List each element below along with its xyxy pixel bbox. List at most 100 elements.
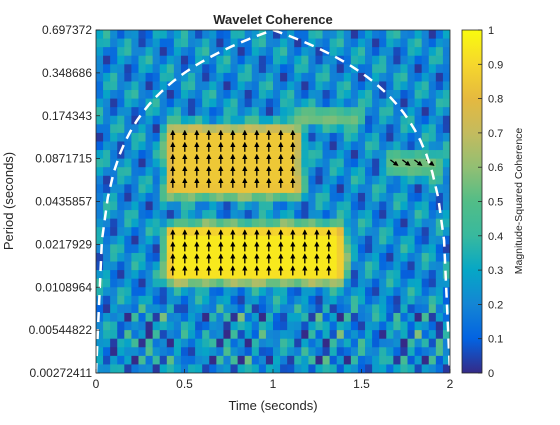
heatmap-cell xyxy=(237,64,246,74)
heatmap-cell xyxy=(202,287,210,297)
heatmap-cell xyxy=(414,287,423,297)
heatmap-cell xyxy=(117,244,125,254)
heatmap-cell xyxy=(301,124,309,134)
heatmap-cell xyxy=(103,47,111,57)
heatmap-cell xyxy=(96,270,104,280)
heatmap-cell xyxy=(152,364,161,373)
heatmap-cell xyxy=(131,201,139,211)
heatmap-cell xyxy=(386,235,394,245)
heatmap-cell xyxy=(173,227,182,237)
heatmap-cell xyxy=(124,312,132,322)
heatmap-cell xyxy=(202,338,210,348)
heatmap-cell xyxy=(188,64,196,74)
heatmap-cell xyxy=(237,81,246,91)
heatmap-cell xyxy=(124,287,132,297)
heatmap-cell xyxy=(103,158,111,168)
heatmap-cell xyxy=(336,107,345,117)
heatmap-cell xyxy=(124,167,132,177)
heatmap-cell xyxy=(372,72,380,82)
heatmap-cell xyxy=(428,304,437,314)
heatmap-cell xyxy=(173,158,182,168)
heatmap-cell xyxy=(173,192,182,202)
heatmap-cell xyxy=(336,150,345,160)
heatmap-cell xyxy=(110,312,118,322)
heatmap-cell xyxy=(96,330,104,340)
heatmap-cell xyxy=(216,72,224,82)
heatmap-cell xyxy=(301,47,309,57)
heatmap-cell xyxy=(350,30,359,39)
heatmap-cell xyxy=(343,330,352,340)
heatmap-cell xyxy=(400,115,408,125)
heatmap-cell xyxy=(152,210,161,220)
heatmap-cell xyxy=(159,115,168,125)
heatmap-cell xyxy=(435,141,444,151)
heatmap-cell xyxy=(336,355,345,365)
heatmap-cell xyxy=(322,270,331,280)
heatmap-cell xyxy=(138,244,146,254)
heatmap-cell xyxy=(96,287,104,297)
heatmap-cell xyxy=(372,252,380,262)
heatmap-cell xyxy=(294,38,302,48)
heatmap-cell xyxy=(407,227,415,237)
heatmap-cell xyxy=(152,330,161,340)
heatmap-cell xyxy=(265,72,274,82)
heatmap-cell xyxy=(180,330,189,340)
heatmap-cell xyxy=(308,235,316,245)
heatmap-cell xyxy=(357,270,366,280)
heatmap-cell xyxy=(195,47,203,57)
heatmap-cell xyxy=(159,72,168,82)
heatmap-cell xyxy=(230,175,238,185)
heatmap-cell xyxy=(329,90,338,99)
heatmap-cell xyxy=(166,270,175,280)
heatmap-cell xyxy=(230,210,238,220)
heatmap-cell xyxy=(421,295,430,305)
heatmap-cell xyxy=(131,364,139,373)
heatmap-cell xyxy=(442,235,450,245)
heatmap-cell xyxy=(400,312,408,322)
heatmap-cell xyxy=(159,235,168,245)
heatmap-cell xyxy=(195,90,203,99)
heatmap-cell xyxy=(202,132,210,142)
heatmap-cell xyxy=(103,132,111,142)
heatmap-cell xyxy=(110,64,118,74)
heatmap-cell xyxy=(329,330,338,340)
heatmap-cell xyxy=(435,227,444,237)
heatmap-cell xyxy=(287,235,295,245)
heatmap-cell xyxy=(400,72,408,82)
heatmap-cell xyxy=(273,124,281,134)
heatmap-cell xyxy=(202,81,210,91)
heatmap-cell xyxy=(110,218,118,228)
heatmap-cell xyxy=(428,192,437,202)
heatmap-cell xyxy=(280,55,288,65)
heatmap-cell xyxy=(180,184,189,194)
heatmap-cell xyxy=(166,115,175,125)
heatmap-cell xyxy=(343,167,352,177)
heatmap-cell xyxy=(343,38,352,48)
heatmap-cell xyxy=(365,347,373,357)
heatmap-cell xyxy=(322,115,331,125)
heatmap-cell xyxy=(209,150,217,160)
heatmap-cell xyxy=(258,312,267,322)
heatmap-cell xyxy=(294,30,302,39)
heatmap-cell xyxy=(237,55,246,65)
heatmap-cell xyxy=(287,30,295,39)
heatmap-cell xyxy=(159,201,168,211)
heatmap-cell xyxy=(223,347,231,357)
heatmap-cell xyxy=(138,158,146,168)
heatmap-cell xyxy=(393,295,401,305)
heatmap-cell xyxy=(265,330,274,340)
heatmap-cell xyxy=(442,295,450,305)
heatmap-cell xyxy=(230,107,238,117)
heatmap-cell xyxy=(117,64,125,74)
heatmap-cell xyxy=(159,261,168,271)
heatmap-cell xyxy=(379,132,387,142)
heatmap-cell xyxy=(103,295,111,305)
heatmap-cell xyxy=(180,355,189,365)
heatmap-cell xyxy=(117,98,125,108)
heatmap-cell xyxy=(372,64,380,74)
heatmap-cell xyxy=(173,270,182,280)
heatmap-cell xyxy=(287,330,295,340)
heatmap-cell xyxy=(273,47,281,57)
heatmap-cell xyxy=(237,90,246,99)
heatmap-cell xyxy=(209,347,217,357)
